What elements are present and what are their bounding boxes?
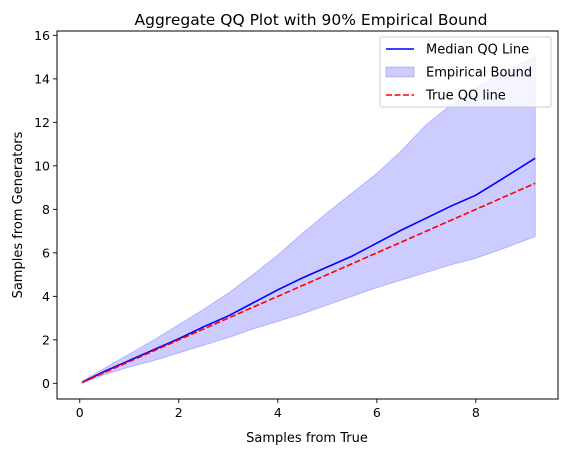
- y-axis: 0 2 4 6 8 10 12 14 16: [34, 28, 57, 391]
- y-tick-label: 16: [34, 28, 50, 43]
- legend-label-true: True QQ line: [425, 89, 506, 104]
- y-tick-label: 14: [34, 71, 50, 86]
- median-qq-line: [81, 157, 536, 383]
- axes-frame: [56, 30, 559, 400]
- true-qq-line: [81, 182, 536, 383]
- y-tick-label: 12: [34, 115, 50, 130]
- y-tick-label: 4: [42, 289, 50, 304]
- x-axis-label: Samples from True: [246, 431, 368, 446]
- chart-title: Aggregate QQ Plot with 90% Empirical Bou…: [135, 11, 488, 29]
- empirical-bound-band: [81, 56, 536, 385]
- y-tick-label: 6: [42, 245, 50, 260]
- x-tick-label: 4: [274, 405, 282, 420]
- x-tick-label: 8: [472, 405, 480, 420]
- x-tick-label: 0: [76, 405, 84, 420]
- x-tick-label: 6: [373, 405, 381, 420]
- y-tick-label: 0: [42, 376, 50, 391]
- legend-label-median: Median QQ Line: [426, 43, 529, 58]
- x-axis: 0 2 4 6 8: [76, 399, 480, 420]
- legend-swatch-bound: [385, 66, 415, 78]
- x-tick-label: 2: [175, 405, 183, 420]
- legend-box: [379, 36, 552, 108]
- legend: Median QQ Line Empirical Bound True QQ l…: [379, 36, 552, 108]
- y-axis-label: Samples from Generators: [11, 131, 26, 298]
- plot-area: [81, 56, 536, 385]
- y-tick-label: 2: [42, 332, 50, 347]
- y-tick-label: 8: [42, 202, 50, 217]
- y-tick-label: 10: [34, 158, 50, 173]
- legend-label-bound: Empirical Bound: [426, 66, 532, 81]
